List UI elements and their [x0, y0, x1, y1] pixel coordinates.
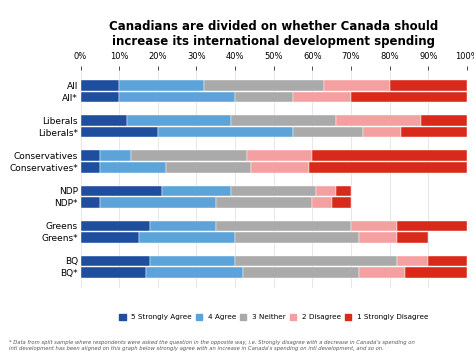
Bar	[397, 232, 428, 243]
Bar	[81, 185, 162, 196]
Bar	[293, 127, 363, 137]
Bar	[119, 92, 235, 102]
Bar	[312, 150, 467, 161]
Bar	[235, 232, 359, 243]
Bar	[397, 256, 428, 266]
Bar	[81, 92, 119, 102]
Bar	[100, 162, 165, 173]
Bar	[81, 162, 100, 173]
Bar	[100, 197, 216, 208]
Bar	[150, 256, 235, 266]
Bar	[127, 115, 231, 126]
Bar	[251, 162, 309, 173]
Bar	[336, 185, 351, 196]
Bar	[359, 267, 405, 278]
Bar	[81, 80, 119, 91]
Bar	[150, 221, 216, 231]
Bar	[293, 92, 351, 102]
Bar	[401, 127, 467, 137]
Bar	[158, 127, 293, 137]
Bar	[162, 185, 231, 196]
Bar	[81, 115, 127, 126]
Bar	[146, 267, 243, 278]
Bar	[204, 80, 324, 91]
Bar	[351, 221, 397, 231]
Bar	[351, 92, 467, 102]
Bar	[405, 267, 467, 278]
Bar	[309, 162, 467, 173]
Bar	[138, 232, 235, 243]
Bar	[81, 221, 150, 231]
Bar	[428, 256, 467, 266]
Bar	[397, 221, 467, 231]
Bar	[332, 197, 351, 208]
Bar	[363, 127, 401, 137]
Bar	[235, 92, 293, 102]
Bar	[312, 197, 332, 208]
Bar	[165, 162, 251, 173]
Bar	[231, 115, 336, 126]
Bar	[81, 232, 138, 243]
Bar	[231, 185, 316, 196]
Bar	[119, 80, 204, 91]
Bar	[316, 185, 336, 196]
Bar	[81, 267, 146, 278]
Text: * Data from split sample where respondents were asked the question in the opposi: * Data from split sample where responden…	[9, 340, 415, 351]
Bar	[216, 221, 351, 231]
Bar	[420, 115, 467, 126]
Bar	[131, 150, 246, 161]
Bar	[359, 232, 397, 243]
Bar	[246, 150, 312, 161]
Bar	[100, 150, 131, 161]
Bar	[81, 150, 100, 161]
Bar	[81, 197, 100, 208]
Legend: 5 Strongly Agree, 4 Agree, 3 Neither, 2 Disagree, 1 Strongly Disagree: 5 Strongly Agree, 4 Agree, 3 Neither, 2 …	[116, 311, 431, 323]
Title: Canadians are divided on whether Canada should
increase its international develo: Canadians are divided on whether Canada …	[109, 20, 438, 48]
Bar	[81, 127, 158, 137]
Bar	[235, 256, 397, 266]
Bar	[81, 256, 150, 266]
Bar	[243, 267, 359, 278]
Bar	[390, 80, 467, 91]
Bar	[324, 80, 390, 91]
Bar	[336, 115, 420, 126]
Bar	[216, 197, 312, 208]
